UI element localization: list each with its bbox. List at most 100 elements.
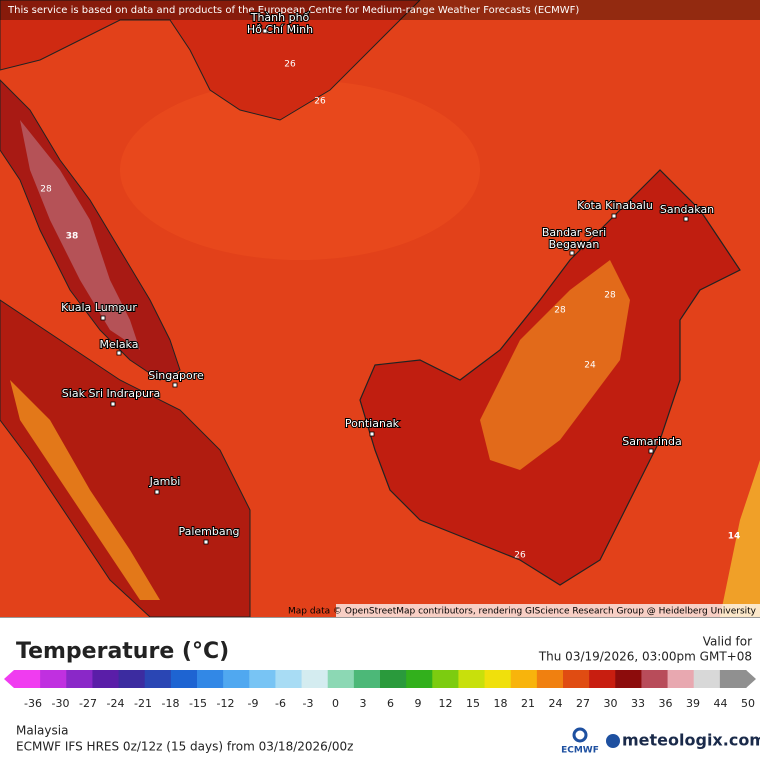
colorbar-tick: -12 <box>217 697 235 710</box>
city-dot <box>569 250 575 256</box>
city-dot <box>369 431 375 437</box>
contour-label: 28 <box>604 291 616 301</box>
colorbar-swatch <box>170 670 198 688</box>
colorbar-tick: -6 <box>275 697 286 710</box>
colorbar-swatch <box>301 670 329 688</box>
city-label: Kuala Lumpur <box>61 301 137 314</box>
map-credit: Map data © OpenStreetMap contributors, r… <box>288 607 757 617</box>
city-label: Kota Kinabalu <box>577 199 653 212</box>
attribution-bg <box>0 0 760 20</box>
colorbar-tick: 27 <box>576 697 590 710</box>
colorbar-swatch <box>458 670 486 688</box>
contour-label: 14 <box>728 532 741 542</box>
region: Malaysia <box>16 724 68 738</box>
colorbar-tick: 36 <box>659 697 673 710</box>
ecmwf-icon <box>572 727 588 743</box>
city-label: Bandar Seri <box>542 226 606 239</box>
contour-label: 26 <box>284 60 296 70</box>
colorbar-tick: 6 <box>387 697 394 710</box>
colorbar-swatch <box>693 670 721 688</box>
map: This service is based on data and produc… <box>0 0 760 617</box>
city-label: Palembang <box>178 525 239 538</box>
colorbar-tick: 30 <box>604 697 618 710</box>
city-label: Samarinda <box>622 435 681 448</box>
city-label: Jambi <box>149 475 181 488</box>
colorbar-tick: -15 <box>189 697 207 710</box>
colorbar-swatch <box>719 670 747 688</box>
valid-time: Thu 03/19/2026, 03:00pm GMT+08 <box>538 650 752 664</box>
colorbar-arrow <box>4 670 14 688</box>
colorbar-swatch <box>118 670 146 688</box>
colorbar-tick: 39 <box>686 697 700 710</box>
contour-label: 38 <box>66 232 79 242</box>
colorbar-tick: -3 <box>303 697 314 710</box>
colorbar-tick: -18 <box>162 697 180 710</box>
colorbar-swatch <box>641 670 669 688</box>
colorbar-tick: 50 <box>741 697 755 710</box>
contour-label: 28 <box>554 306 566 316</box>
sea-patch <box>120 80 480 260</box>
colorbar-tick: 0 <box>332 697 339 710</box>
hot-zone <box>20 120 140 350</box>
colorbar-swatch <box>92 670 120 688</box>
indochina <box>0 0 421 121</box>
colorbar-swatch <box>327 670 355 688</box>
city-label: Sandakan <box>660 203 714 216</box>
city-label: Pontianak <box>345 417 400 430</box>
sulawesi <box>720 460 760 617</box>
attribution: This service is based on data and produc… <box>7 5 579 16</box>
valid-label: Valid for <box>703 635 752 649</box>
city-dot <box>154 489 160 495</box>
city-dot <box>110 401 116 407</box>
colorbar-swatch <box>40 670 67 688</box>
colorbar-tick: -24 <box>107 697 125 710</box>
contour-label: 26 <box>514 551 526 561</box>
colorbar-swatch <box>380 670 407 688</box>
colorbar-swatch <box>615 670 642 688</box>
colorbar-tick: 44 <box>714 697 728 710</box>
colorbar-tick: 18 <box>494 697 508 710</box>
colorbar-tick: 3 <box>360 697 367 710</box>
colorbar-swatch <box>353 670 381 688</box>
colorbar-tick: -30 <box>52 697 70 710</box>
city-dot <box>116 350 122 356</box>
contour-label: 24 <box>584 361 596 371</box>
colorbar-swatch <box>589 670 616 688</box>
colorbar-swatch <box>197 670 224 688</box>
colorbar-swatch <box>432 670 459 688</box>
mountains <box>10 380 160 600</box>
city-dot <box>683 216 689 222</box>
colorbar-swatch <box>223 670 250 688</box>
contour-label: 26 <box>314 97 326 107</box>
city-label: Melaka <box>100 338 139 351</box>
city-label: Hồ Chí Minh <box>247 23 313 36</box>
colorbar-tick: 24 <box>549 697 563 710</box>
city-dot <box>203 539 209 545</box>
colorbar-tick: 21 <box>521 697 535 710</box>
colorbar-swatch <box>510 670 538 688</box>
colorbar-tick: -36 <box>24 697 42 710</box>
model-run: ECMWF IFS HRES 0z/12z (15 days) from 03/… <box>16 740 353 754</box>
colorbar-swatch <box>14 670 41 688</box>
colorbar-swatch <box>144 670 172 688</box>
colorbar-swatch <box>484 670 512 688</box>
colorbar-tick: -27 <box>79 697 97 710</box>
city-dot <box>262 28 268 34</box>
city-dot <box>100 315 106 321</box>
city-dot <box>648 448 654 454</box>
ecmwf-logo: ECMWF <box>561 746 599 756</box>
colorbar-swatch <box>563 670 590 688</box>
contour-label: 28 <box>40 185 52 195</box>
credit-bg <box>336 604 760 617</box>
colorbar-tick: 15 <box>466 697 480 710</box>
colorbar-swatch <box>275 670 303 688</box>
city-dot <box>611 213 617 219</box>
colorbar-swatch <box>536 670 564 688</box>
sumatra <box>0 299 251 617</box>
colorbar-tick: 12 <box>439 697 453 710</box>
colorbar-arrow <box>746 670 756 688</box>
city-label: Thành phố <box>250 11 310 24</box>
city-label: Singapore <box>148 369 204 382</box>
colorbar-tick: 9 <box>415 697 422 710</box>
